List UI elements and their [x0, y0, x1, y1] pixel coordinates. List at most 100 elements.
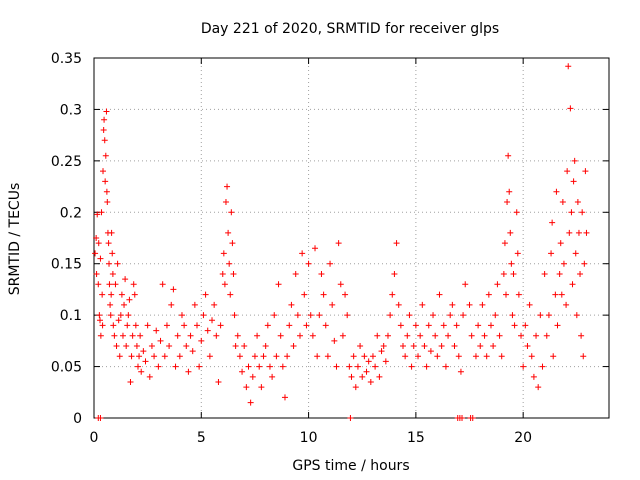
data-point	[225, 229, 232, 236]
data-point	[95, 240, 102, 247]
data-point	[174, 332, 181, 339]
data-point	[451, 343, 458, 349]
data-point	[577, 271, 584, 277]
data-point	[105, 240, 112, 247]
data-point	[492, 312, 499, 319]
data-point	[391, 271, 398, 277]
x-tick-label: 20	[514, 430, 532, 446]
data-point	[545, 312, 552, 319]
data-point	[522, 322, 529, 329]
data-point	[222, 199, 229, 205]
data-point	[286, 322, 293, 329]
data-point	[204, 327, 211, 334]
data-point	[369, 353, 376, 360]
data-point	[241, 343, 248, 349]
data-point	[518, 332, 525, 339]
grid-lines	[94, 58, 609, 418]
data-point	[200, 312, 207, 319]
data-point	[115, 317, 122, 324]
data-point	[247, 399, 254, 406]
data-point	[579, 209, 586, 216]
data-point	[556, 271, 563, 277]
data-point	[410, 343, 417, 349]
data-point	[417, 332, 424, 339]
data-point	[277, 332, 284, 339]
data-point	[406, 312, 413, 319]
data-point	[352, 384, 359, 391]
data-point	[100, 127, 107, 133]
data-point	[316, 312, 323, 319]
data-point	[157, 337, 164, 344]
data-point	[98, 209, 105, 216]
data-point	[537, 312, 544, 319]
data-point	[301, 291, 308, 298]
data-point	[121, 301, 128, 308]
data-point	[249, 373, 256, 380]
data-point	[553, 188, 560, 195]
data-point	[119, 332, 126, 339]
data-point	[107, 301, 114, 308]
data-point	[468, 332, 475, 339]
data-point	[168, 301, 175, 308]
data-point	[565, 63, 572, 70]
data-point	[361, 353, 368, 360]
data-point	[376, 373, 383, 380]
data-point	[490, 343, 497, 349]
data-point	[526, 301, 533, 308]
data-point	[95, 281, 102, 288]
data-point	[333, 363, 340, 370]
data-point	[103, 188, 110, 195]
data-point	[510, 271, 517, 277]
data-point	[94, 211, 101, 218]
data-point	[161, 353, 168, 360]
data-point	[112, 281, 119, 288]
chart-title: Day 221 of 2020, SRMTID for receiver glp…	[201, 21, 499, 37]
data-point	[297, 332, 303, 339]
data-point	[290, 343, 297, 349]
data-point	[109, 271, 116, 277]
data-point	[327, 260, 334, 267]
data-point	[539, 363, 546, 370]
data-point	[475, 322, 482, 329]
data-point	[346, 363, 353, 370]
data-point	[568, 209, 575, 216]
data-point	[487, 322, 494, 329]
data-point	[447, 312, 454, 319]
data-point	[251, 353, 258, 360]
data-point	[303, 322, 310, 329]
data-point	[354, 363, 361, 370]
data-point	[134, 363, 141, 370]
data-point	[404, 332, 411, 339]
data-point	[380, 343, 387, 349]
data-points	[92, 63, 590, 421]
data-point	[227, 291, 234, 298]
data-point	[455, 353, 462, 360]
data-point	[153, 327, 160, 334]
data-point	[101, 137, 108, 144]
data-point	[97, 332, 104, 339]
data-point	[566, 229, 573, 236]
data-point	[438, 343, 445, 349]
data-point	[541, 271, 548, 277]
data-point	[107, 312, 114, 319]
data-point	[571, 157, 578, 164]
data-point	[209, 317, 216, 324]
data-point	[187, 332, 194, 339]
y-tick-label: 0.05	[51, 360, 82, 376]
data-point	[505, 152, 512, 159]
data-point	[245, 363, 252, 370]
data-point	[367, 379, 374, 385]
data-point	[357, 343, 364, 349]
data-point	[462, 281, 469, 288]
data-point	[472, 353, 479, 360]
data-point	[309, 332, 316, 339]
data-point	[513, 209, 520, 216]
data-point	[506, 188, 513, 195]
data-point	[466, 301, 473, 308]
data-point	[305, 260, 312, 267]
data-point	[372, 363, 379, 370]
data-point	[580, 353, 587, 360]
data-point	[292, 271, 299, 277]
data-point	[574, 199, 581, 205]
data-point	[108, 229, 115, 236]
